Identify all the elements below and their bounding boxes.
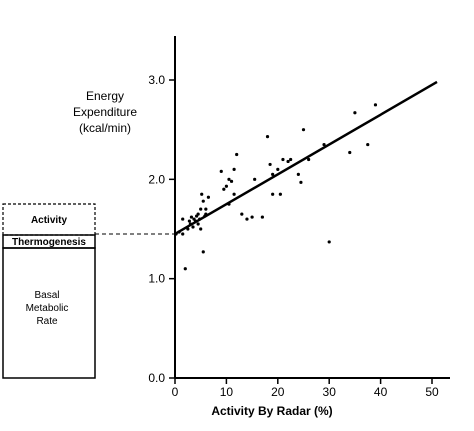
data-point (204, 212, 208, 216)
data-points (174, 103, 378, 271)
data-point (174, 232, 178, 236)
data-point (187, 219, 191, 223)
data-point (199, 227, 203, 231)
data-point (206, 195, 211, 199)
data-point (271, 172, 275, 176)
data-point (253, 177, 257, 181)
data-point (219, 169, 223, 173)
data-point (196, 222, 200, 226)
y-tick-label: 1.0 (148, 272, 165, 286)
x-tick-label: 0 (172, 385, 179, 399)
x-tick-label: 10 (220, 385, 234, 399)
data-point (227, 202, 231, 206)
data-point (296, 172, 300, 176)
data-point (204, 207, 208, 211)
data-point (265, 135, 270, 139)
data-point (177, 230, 181, 234)
data-point (188, 222, 193, 226)
activity-label: Activity (31, 215, 68, 226)
basal-label-line-3: Rate (36, 316, 58, 327)
data-point (229, 179, 234, 183)
y-axis-title-line-1: Energy (86, 89, 124, 103)
data-point (181, 217, 185, 221)
y-tick-label: 2.0 (148, 172, 165, 186)
data-point (222, 187, 226, 191)
data-point (200, 192, 204, 196)
y-axis-title-line-3: (kcal/min) (79, 121, 131, 135)
data-point (201, 199, 205, 203)
x-tick-label: 40 (374, 385, 388, 399)
data-point (224, 184, 228, 188)
x-axis-ticks: 0 10 20 30 40 50 (172, 378, 439, 399)
data-point (268, 162, 272, 167)
x-tick-label: 50 (425, 385, 439, 399)
data-point (348, 150, 352, 155)
data-point (353, 111, 357, 115)
data-point (186, 227, 190, 231)
basal-label-line-1: Basal (34, 290, 59, 301)
data-point (227, 177, 231, 181)
data-point (281, 157, 285, 162)
y-tick-label: 0.0 (148, 371, 165, 385)
thermogenesis-label: Thermogenesis (12, 237, 86, 248)
data-point (193, 219, 198, 223)
data-point (307, 157, 311, 162)
data-point (276, 167, 280, 171)
data-point (366, 142, 370, 147)
data-point (278, 192, 282, 196)
x-axis-title: Activity By Radar (%) (211, 404, 332, 418)
data-point (250, 215, 254, 219)
regression-line (174, 80, 438, 236)
y-axis-title-line-2: Expenditure (73, 105, 137, 119)
energy-components-bar: Activity Thermogenesis Basal Metabolic R… (2, 203, 96, 379)
x-tick-label: 30 (323, 385, 337, 399)
y-tick-label: 3.0 (148, 73, 165, 87)
basal-label-line-2: Metabolic (26, 303, 69, 314)
data-point (199, 207, 203, 211)
data-point (322, 142, 326, 147)
data-point (191, 225, 195, 229)
data-point (301, 128, 306, 132)
data-point (198, 217, 202, 221)
data-point (271, 192, 275, 196)
data-point (286, 159, 290, 164)
data-point (183, 267, 187, 271)
data-point (240, 212, 244, 216)
data-point (189, 215, 194, 219)
data-point (201, 250, 205, 254)
data-point (299, 180, 303, 184)
data-point (289, 157, 293, 162)
y-axis-ticks: 0.0 1.0 2.0 3.0 (148, 73, 175, 385)
activity-box (2, 203, 96, 236)
data-point (373, 103, 378, 107)
data-point (232, 167, 236, 171)
data-point (327, 240, 331, 244)
data-point (260, 215, 264, 219)
data-point (181, 232, 185, 236)
x-tick-label: 20 (271, 385, 285, 399)
data-point (245, 217, 249, 221)
data-point (232, 192, 236, 196)
data-point (235, 152, 239, 157)
basal-metabolic-rate-box (2, 247, 96, 379)
data-point (196, 212, 200, 216)
